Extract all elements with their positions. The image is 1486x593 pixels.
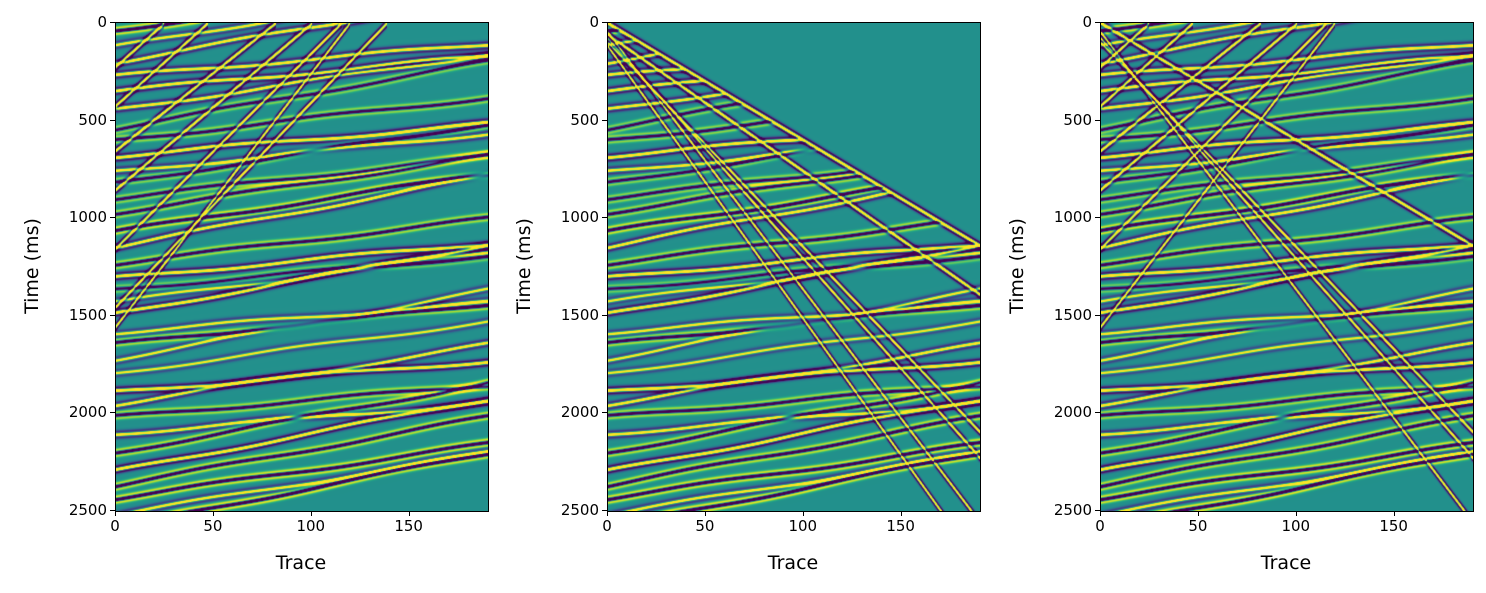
y-tick-label: 2500 <box>560 501 599 519</box>
x-tick-label: 0 <box>110 517 120 535</box>
y-tick-label: 1000 <box>560 208 599 227</box>
x-tick-mark <box>408 511 410 516</box>
heatmap-plot <box>607 22 981 512</box>
x-tick-mark <box>900 511 902 516</box>
x-tick-mark <box>607 511 608 516</box>
panel-3: 0 50 100 150 0 500 1000 1500 2000 2500 Trace Time (… <box>985 0 1480 593</box>
x-tick-mark <box>115 511 116 516</box>
x-tick-mark <box>1100 511 1101 516</box>
y-tick-mark <box>602 314 607 316</box>
y-tick-label: 0 <box>97 13 107 31</box>
y-tick-mark <box>110 217 115 219</box>
panel-1: 0 50 100 150 0 500 1000 1500 2000 2500 Trace Time (… <box>0 0 495 593</box>
y-tick-mark <box>602 217 607 219</box>
y-tick-mark <box>1095 22 1100 23</box>
y-tick-label: 1000 <box>68 208 107 227</box>
heatmap-image <box>608 23 980 511</box>
x-tick-label: 100 <box>1281 517 1311 535</box>
x-tick-mark <box>1295 511 1297 516</box>
y-tick-label: 500 <box>78 110 107 129</box>
y-tick-label: 1500 <box>68 305 107 324</box>
x-axis-label: Trace <box>1260 552 1312 574</box>
y-tick-label: 2500 <box>68 501 107 519</box>
y-tick-mark <box>602 412 607 414</box>
x-tick-label: 150 <box>1379 517 1408 535</box>
x-axis-label: Trace <box>275 552 327 574</box>
x-tick-label: 50 <box>203 517 223 535</box>
x-tick-mark <box>802 511 804 516</box>
panel-2: 0 50 100 150 0 500 1000 1500 2000 2500 Trace Time (… <box>492 0 987 593</box>
y-tick-label: 2000 <box>68 403 107 422</box>
y-axis-label: Time (ms) <box>1006 218 1028 314</box>
y-tick-label: 2000 <box>560 403 599 422</box>
x-tick-label: 150 <box>394 517 423 535</box>
y-axis-label: Time (ms) <box>513 218 535 314</box>
y-tick-label: 500 <box>1063 110 1092 129</box>
x-tick-mark <box>212 511 214 516</box>
x-tick-mark <box>310 511 312 516</box>
x-tick-label: 0 <box>1095 517 1105 535</box>
y-tick-mark <box>1095 412 1100 414</box>
x-axis-label: Trace <box>767 552 819 574</box>
y-tick-mark <box>110 510 115 511</box>
y-tick-mark <box>602 119 607 121</box>
y-tick-label: 500 <box>570 110 599 129</box>
y-tick-label: 1000 <box>1053 208 1092 227</box>
y-tick-label: 2000 <box>1053 403 1092 422</box>
x-tick-mark <box>1393 511 1395 516</box>
y-tick-mark <box>602 510 607 511</box>
y-tick-mark <box>110 119 115 121</box>
y-tick-label: 1500 <box>1053 305 1092 324</box>
y-tick-mark <box>110 314 115 316</box>
y-tick-mark <box>602 22 607 23</box>
x-tick-mark <box>704 511 706 516</box>
heatmap-plot <box>115 22 489 512</box>
x-tick-label: 100 <box>788 517 818 535</box>
heatmap-image <box>1101 23 1473 511</box>
y-tick-label: 1500 <box>560 305 599 324</box>
y-tick-mark <box>110 412 115 414</box>
y-tick-mark <box>110 22 115 23</box>
x-tick-label: 50 <box>1188 517 1208 535</box>
x-tick-label: 150 <box>886 517 915 535</box>
y-tick-mark <box>1095 217 1100 219</box>
heatmap-image <box>116 23 488 511</box>
y-axis-label: Time (ms) <box>21 218 43 314</box>
y-tick-mark <box>1095 510 1100 511</box>
x-tick-mark <box>1197 511 1199 516</box>
y-tick-label: 2500 <box>1053 501 1092 519</box>
y-tick-mark <box>1095 314 1100 316</box>
heatmap-plot <box>1100 22 1474 512</box>
x-tick-label: 0 <box>602 517 612 535</box>
y-tick-label: 0 <box>1082 13 1092 31</box>
x-tick-label: 50 <box>695 517 715 535</box>
y-tick-mark <box>1095 119 1100 121</box>
x-tick-label: 100 <box>296 517 326 535</box>
y-tick-label: 0 <box>589 13 599 31</box>
